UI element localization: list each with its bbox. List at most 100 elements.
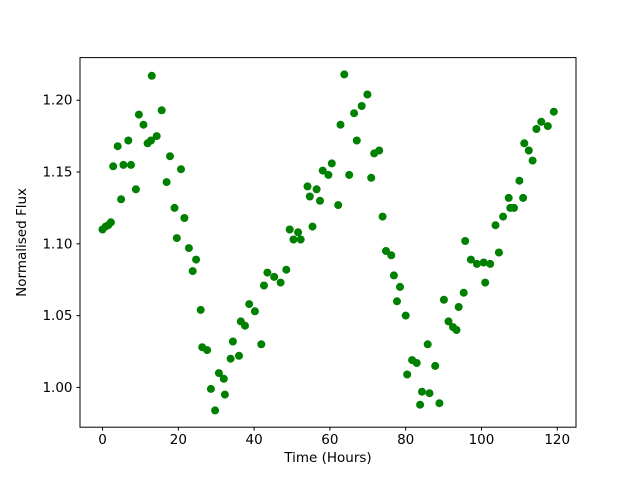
data-point: [520, 139, 529, 148]
y-tick-label: 1.20: [42, 93, 72, 109]
data-point: [289, 235, 298, 244]
data-point: [504, 193, 513, 202]
data-point: [308, 222, 317, 231]
data-point: [439, 295, 448, 304]
data-point: [134, 110, 143, 119]
data-point: [219, 374, 228, 383]
data-point: [188, 267, 197, 276]
y-tick-label: 1.10: [42, 236, 72, 252]
data-point: [524, 146, 533, 155]
data-point: [211, 406, 220, 415]
axes-frame: [79, 57, 577, 428]
x-tick-label: 60: [321, 432, 338, 448]
data-point: [382, 247, 390, 255]
data-point: [282, 265, 291, 274]
data-point: [537, 117, 546, 126]
data-point: [127, 160, 135, 169]
y-tick-label: 1.15: [42, 165, 72, 181]
y-tick-label: 1.05: [42, 308, 72, 324]
data-point: [345, 170, 354, 179]
data-point: [416, 400, 425, 409]
data-point: [318, 166, 327, 175]
data-point: [162, 178, 171, 187]
data-point: [106, 218, 115, 227]
x-tick-label: 100: [469, 432, 495, 448]
data-point: [466, 255, 475, 264]
data-point: [113, 142, 122, 151]
x-tick-label: 20: [170, 432, 187, 448]
data-point: [499, 212, 508, 221]
data-point: [119, 160, 128, 169]
data-point: [454, 303, 463, 311]
data-point: [157, 106, 166, 115]
data-point: [220, 390, 229, 399]
data-point: [528, 156, 537, 165]
data-point: [324, 170, 333, 179]
data-point: [177, 165, 185, 174]
data-point: [270, 272, 279, 281]
y-tick-label: 1.00: [42, 380, 72, 396]
data-point: [214, 369, 223, 378]
data-point: [147, 136, 155, 145]
data-point: [431, 361, 440, 370]
data-point: [260, 281, 268, 290]
data-point: [418, 387, 426, 396]
data-point: [117, 195, 126, 204]
data-point: [203, 346, 212, 355]
data-point: [109, 162, 118, 171]
data-point: [357, 102, 366, 110]
data-point: [452, 326, 461, 334]
data-point: [549, 107, 558, 116]
y-axis-label: Normalised Flux: [14, 188, 30, 297]
data-point: [459, 288, 468, 297]
data-point: [378, 212, 387, 221]
data-point: [423, 340, 432, 349]
x-tick-label: 80: [397, 432, 414, 448]
data-point: [241, 321, 249, 330]
data-point: [352, 136, 361, 145]
x-axis-ticks: 0 20 40 60 80 100 120: [98, 427, 570, 448]
data-point: [363, 90, 372, 99]
data-point: [412, 359, 421, 367]
data-point: [192, 255, 201, 264]
data-point: [172, 234, 181, 243]
data-point: [472, 259, 481, 268]
data-point: [543, 122, 552, 131]
scatter-points: [98, 70, 558, 415]
data-point: [245, 300, 254, 309]
data-point: [532, 125, 541, 133]
x-tick-label: 120: [544, 432, 570, 448]
data-point: [184, 244, 193, 253]
data-point: [510, 203, 518, 212]
data-point: [491, 221, 500, 230]
data-point: [147, 71, 156, 80]
data-point: [461, 237, 470, 245]
data-point: [444, 317, 453, 326]
data-point: [226, 354, 235, 363]
data-point: [479, 258, 488, 267]
data-point: [401, 311, 410, 320]
data-point: [494, 248, 503, 257]
data-point: [303, 182, 312, 191]
data-point: [350, 109, 359, 118]
data-point: [235, 351, 243, 360]
data-point: [305, 192, 314, 201]
data-point: [375, 146, 384, 155]
data-point: [285, 225, 294, 234]
data-point: [396, 282, 404, 291]
data-point: [387, 251, 396, 260]
data-point: [316, 196, 324, 205]
data-point: [139, 120, 148, 129]
data-point: [327, 159, 336, 168]
y-axis-ticks: 1.00 1.05 1.10 1.15 1.20: [42, 93, 80, 396]
data-point: [166, 152, 174, 161]
data-point: [228, 337, 237, 346]
data-point: [393, 297, 401, 306]
data-point: [131, 185, 140, 194]
data-point: [196, 305, 205, 314]
data-point: [263, 268, 272, 277]
data-point: [425, 389, 434, 398]
data-point: [206, 384, 215, 393]
